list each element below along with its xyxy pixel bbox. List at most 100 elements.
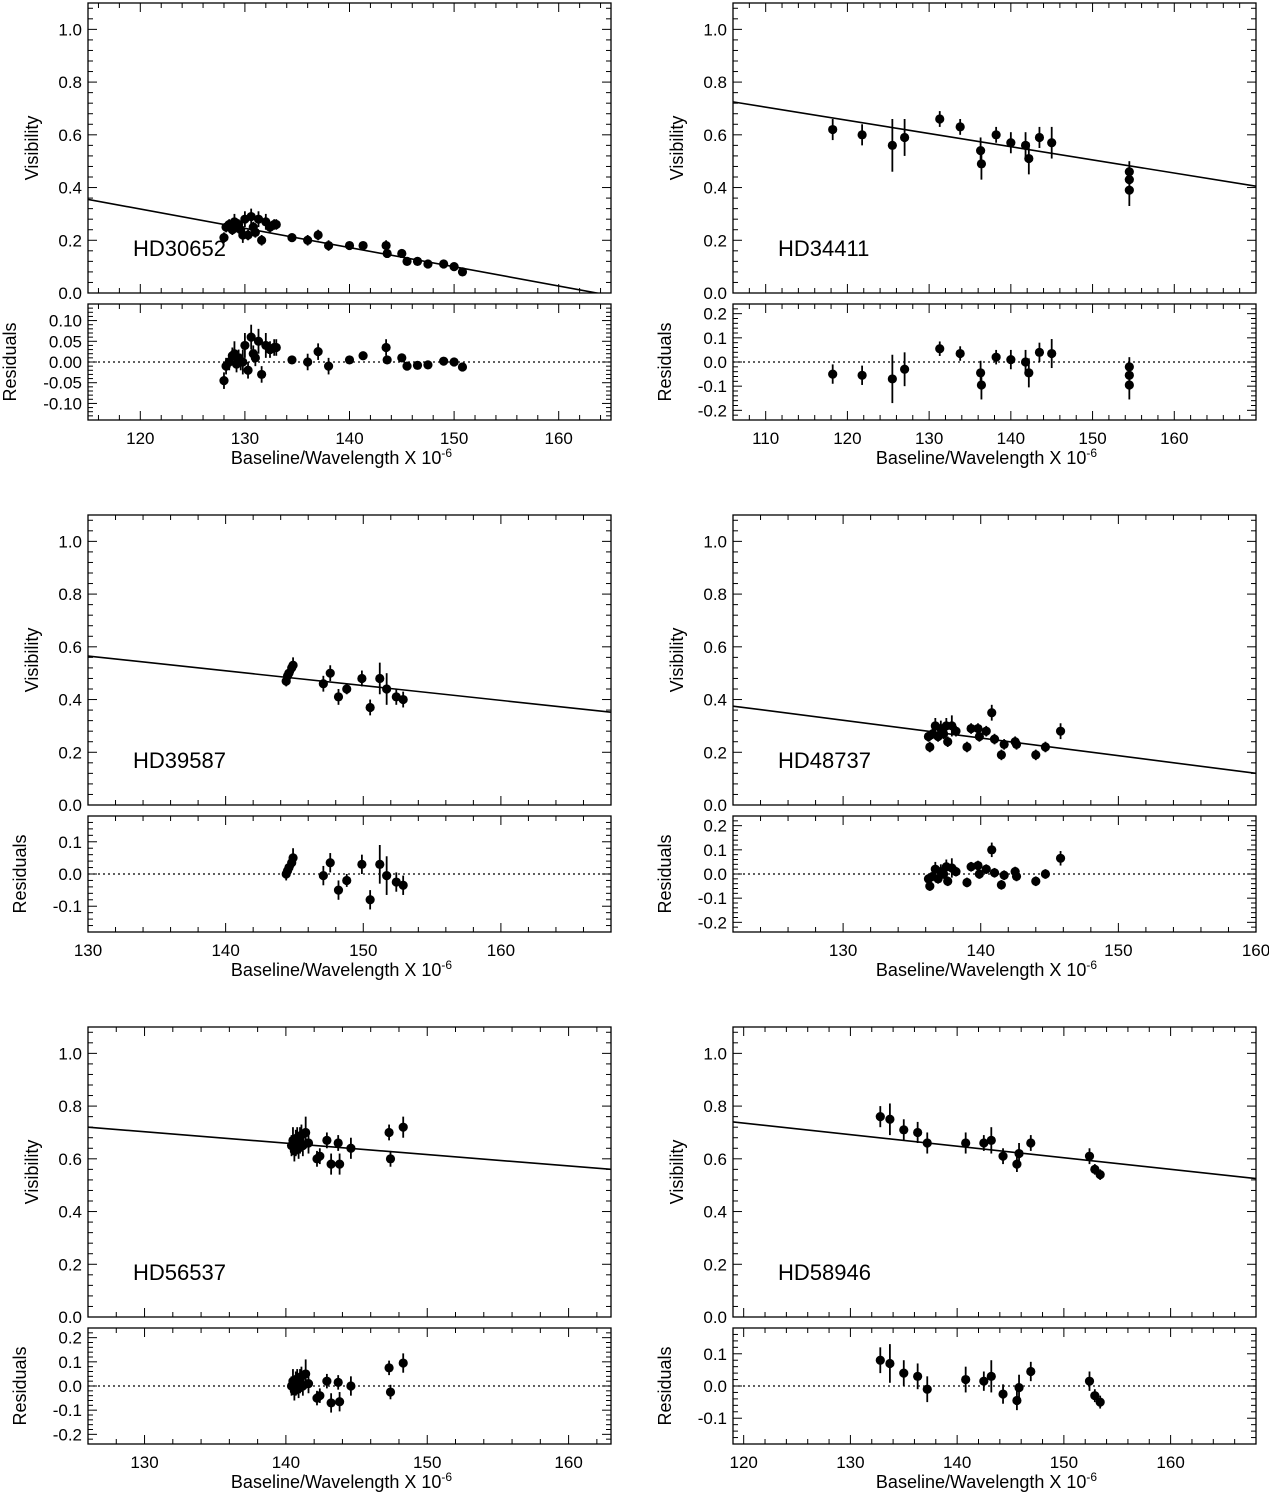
- x-axis-label: Baseline/Wavelength X 10-6: [876, 958, 1097, 980]
- residual-point: [346, 1381, 356, 1391]
- y-tick-label: 0.1: [58, 833, 82, 852]
- residual-point: [955, 348, 965, 359]
- visibility-point: [981, 726, 991, 736]
- residual-point: [342, 875, 352, 886]
- x-axis-label: Baseline/Wavelength X 10-6: [231, 958, 452, 980]
- x-axis-label: Baseline/Wavelength X 10-6: [876, 1470, 1097, 1492]
- visibility-point: [384, 1127, 394, 1138]
- residual-point: [1124, 380, 1134, 390]
- residual-point: [243, 365, 253, 375]
- x-axis-label-exponent: -6: [1086, 1470, 1097, 1484]
- y-tick-label: 0.2: [703, 817, 727, 836]
- x-tick-label: 130: [231, 429, 259, 448]
- visibility-point: [287, 233, 297, 243]
- y-tick-label: 0.6: [58, 126, 82, 145]
- visibility-point: [439, 259, 449, 269]
- residual-point: [250, 353, 260, 363]
- y-tick-label: 0.05: [49, 332, 82, 351]
- star-name-label: HD48737: [778, 748, 871, 773]
- y-tick-label: 0.4: [58, 179, 82, 198]
- y-axis-label: Visibility: [667, 116, 687, 181]
- visibility-point: [1006, 138, 1016, 148]
- x-tick-label: 160: [487, 941, 515, 960]
- residual-point: [1095, 1397, 1105, 1407]
- visibility-point: [828, 124, 838, 135]
- visibility-axes-frame: [732, 514, 1257, 806]
- visibility-point: [318, 679, 328, 689]
- x-axis-label: Baseline/Wavelength X 10-6: [231, 446, 452, 468]
- x-tick-label: 150: [440, 429, 468, 448]
- x-axis-label-exponent: -6: [441, 958, 452, 972]
- residual-point: [925, 881, 935, 891]
- visibility-point: [250, 227, 260, 237]
- visibility-point: [326, 1159, 336, 1169]
- residual-point: [913, 1371, 923, 1381]
- fit-line: [733, 101, 1256, 188]
- residual-point: [365, 895, 375, 905]
- visibility-point: [1034, 132, 1045, 143]
- visibility-point: [1055, 726, 1066, 736]
- visibility-point: [962, 742, 972, 752]
- residual-point: [1012, 1395, 1022, 1406]
- y-tick-label: 0.8: [58, 585, 82, 604]
- fit-line: [88, 655, 611, 713]
- residual-point: [1084, 1376, 1095, 1386]
- visibility-point: [875, 1112, 885, 1122]
- visibility-point: [925, 742, 935, 752]
- visibility-point: [303, 1138, 314, 1148]
- y-axis-label-residuals: Residuals: [10, 1346, 30, 1425]
- y-tick-label: 0.6: [58, 638, 82, 657]
- residual-point: [1047, 348, 1057, 359]
- visibility-point: [1014, 1148, 1024, 1159]
- y-tick-label: 0.4: [58, 691, 82, 710]
- residual-point: [885, 1358, 895, 1369]
- visibility-point: [955, 122, 965, 132]
- y-tick-label: 1.0: [58, 532, 82, 551]
- residual-point: [922, 1384, 932, 1394]
- x-axis-label-exponent: -6: [441, 1470, 452, 1484]
- star-name-label: HD58946: [778, 1260, 871, 1285]
- y-tick-label: 0.8: [703, 585, 727, 604]
- visibility-point: [457, 267, 468, 277]
- visibility-point: [397, 248, 407, 259]
- visibility-point: [900, 132, 910, 143]
- x-tick-label: 140: [211, 941, 239, 960]
- chart-panel-hd56537: 0.0 0.2 0.4 0.6 0.8 1.0 Visibility HD56537 -0.2 -…: [10, 1026, 612, 1492]
- visibility-point: [922, 1138, 932, 1148]
- y-tick-label: 0.0: [703, 796, 727, 815]
- visibility-point: [449, 262, 459, 272]
- residual-point: [951, 866, 961, 877]
- residual-point: [219, 376, 229, 386]
- residual-point: [318, 871, 328, 881]
- y-tick-label: 0.4: [703, 179, 727, 198]
- residual-point: [384, 1363, 394, 1373]
- residual-point: [1024, 368, 1034, 378]
- y-tick-label: 0.0: [703, 284, 727, 303]
- visibility-point: [344, 240, 355, 251]
- visibility-point: [423, 259, 433, 269]
- x-tick-label: 130: [130, 1453, 158, 1472]
- residual-point: [253, 336, 264, 346]
- x-tick-label: 120: [833, 429, 861, 448]
- y-tick-label: 1.0: [703, 1044, 727, 1063]
- residual-point: [326, 1398, 336, 1408]
- visibility-point: [1084, 1151, 1095, 1161]
- visibility-point: [219, 233, 229, 243]
- residual-point: [257, 369, 267, 380]
- visibility-point: [246, 211, 256, 222]
- residual-point: [238, 357, 248, 367]
- star-name-label: HD30652: [133, 236, 226, 261]
- visibility-point: [966, 723, 976, 734]
- y-axis-label-residuals: Residuals: [10, 834, 30, 913]
- y-tick-label: 0.2: [703, 305, 727, 324]
- y-axis-label: Visibility: [667, 628, 687, 693]
- y-axis-label-residuals: Residuals: [655, 834, 675, 913]
- visibility-axes-frame: [87, 514, 612, 806]
- x-axis-label-text: Baseline/Wavelength X 10: [231, 1472, 441, 1492]
- visibility-point: [943, 737, 953, 747]
- visibility-point: [887, 140, 897, 150]
- residual-point: [828, 369, 838, 379]
- chart-panel-hd48737: 0.0 0.2 0.4 0.6 0.8 1.0 Visibility HD48737 -0.2 -…: [655, 514, 1269, 980]
- residual-point: [986, 1371, 996, 1381]
- residual-point: [382, 355, 392, 365]
